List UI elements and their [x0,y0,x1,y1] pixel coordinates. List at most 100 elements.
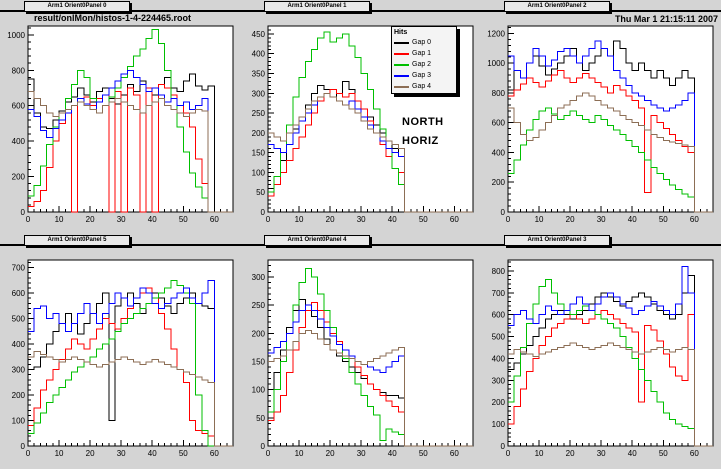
pad-arm1-orient0-panel-5[interactable]: 0 10 20 30 40 50 60 0 100 200 300 400 500 600 700 Arm1… [0,234,240,469]
svg-text:300: 300 [252,273,266,282]
svg-text:200: 200 [12,391,26,400]
svg-text:20: 20 [566,449,575,458]
svg-text:30: 30 [597,215,606,224]
svg-text:500: 500 [12,315,26,324]
series-path-gap-1 [28,287,233,447]
svg-text:0: 0 [21,208,26,217]
histogram-frame [27,259,234,447]
canvas-timestamp: Thu Mar 1 21:15:11 2007 [614,14,718,24]
series-path-gap-4 [28,91,233,213]
legend-entry-gap-2: Gap 2 [394,59,454,70]
series-path-gap-4 [268,92,473,213]
svg-text:700: 700 [492,289,506,298]
svg-text:1000: 1000 [7,31,25,40]
svg-text:50: 50 [419,449,428,458]
legend-entry-gap-1: Gap 1 [394,48,454,59]
series-path-gap-4 [268,329,473,447]
series-path-gap-1 [28,83,233,213]
histogram-frame [27,25,234,213]
svg-text:20: 20 [566,215,575,224]
svg-text:600: 600 [12,289,26,298]
pad-arm1-orient0-panel-0[interactable]: 0 10 20 30 40 50 60 0 200 400 600 800 1000 Arm1 Orie… [0,0,240,234]
svg-text:40: 40 [628,215,637,224]
axis-tick-labels: 0 10 20 30 40 50 60 0 50 100 150 200 250 300 [252,273,460,458]
svg-text:0: 0 [261,442,266,451]
series-path-gap-3 [508,266,713,447]
svg-text:200: 200 [492,398,506,407]
series-path-gap-4 [508,342,713,447]
svg-text:400: 400 [12,340,26,349]
svg-text:10: 10 [535,215,544,224]
legend-label-gap-1: Gap 1 [412,50,432,57]
svg-text:10: 10 [535,449,544,458]
svg-text:300: 300 [12,366,26,375]
pad-title-panel-0[interactable]: Arm1 Orient0Panel 0 [24,1,130,12]
svg-text:400: 400 [12,137,26,146]
svg-text:60: 60 [690,449,699,458]
svg-text:20: 20 [326,449,335,458]
legend-entry-gap-0: Gap 0 [394,37,454,48]
pad-arm1-orient0-panel-3[interactable]: 0 10 20 30 40 50 60 0 100 200 300 400 500 600 700 800 A… [480,234,721,469]
svg-text:0: 0 [501,208,506,217]
series-path-gap-2 [508,107,713,213]
series-path-gap-1 [508,70,713,213]
svg-text:60: 60 [450,449,459,458]
svg-text:450: 450 [252,30,266,39]
svg-text:300: 300 [252,89,266,98]
legend-label-gap-3: Gap 3 [412,72,432,79]
series-path-gap-4 [508,92,713,213]
legend-label-gap-0: Gap 0 [412,39,432,46]
pad-title-panel-5[interactable]: Arm1 Orient0Panel 5 [24,235,130,246]
annotation-line-horiz: HORIZ [402,135,439,147]
pad-arm1-orient0-panel-1[interactable]: 0 10 20 30 40 50 60 0 50 100 150 200 250 300 350 400 450… [240,0,480,234]
pad-title-panel-3[interactable]: Arm1 Orient0Panel 3 [504,235,610,246]
svg-text:50: 50 [659,449,668,458]
svg-text:0: 0 [266,449,271,458]
svg-text:0: 0 [506,449,511,458]
histogram-panel-4: 0 10 20 30 40 50 60 0 50 100 150 200 250 300 [252,259,474,458]
histogram-frame [507,25,714,213]
series-path-gap-3 [508,40,713,213]
svg-text:60: 60 [210,449,219,458]
svg-text:20: 20 [86,215,95,224]
svg-text:800: 800 [492,267,506,276]
svg-text:40: 40 [628,449,637,458]
legend-label-gap-2: Gap 2 [412,61,432,68]
svg-text:600: 600 [492,311,506,320]
svg-text:350: 350 [252,69,266,78]
svg-text:50: 50 [256,414,265,423]
svg-text:30: 30 [357,449,366,458]
legend-line-swatch-gap-4 [394,85,409,88]
legend-title: Hits [394,29,408,36]
svg-text:60: 60 [210,215,219,224]
svg-text:20: 20 [326,215,335,224]
pad-title-panel-4[interactable]: Arm1 Orient0Panel 4 [264,235,370,246]
legend-line-swatch-gap-2 [394,63,409,66]
legend-box[interactable]: Hits Gap 0 Gap 1 Gap 2 Gap 3 Gap 4 [391,26,457,94]
svg-text:300: 300 [492,376,506,385]
annotation-line-north: NORTH [402,116,444,128]
pad-title-panel-2[interactable]: Arm1 Orient0Panel 2 [504,1,610,12]
svg-text:200: 200 [252,129,266,138]
histogram-frame [507,259,714,447]
svg-text:400: 400 [252,50,266,59]
svg-text:400: 400 [492,354,506,363]
pad-arm1-orient0-panel-4[interactable]: 0 10 20 30 40 50 60 0 50 100 150 200 250 300 Arm1 Ori… [240,234,480,469]
svg-text:50: 50 [179,215,188,224]
svg-text:0: 0 [506,215,511,224]
svg-text:0: 0 [26,215,31,224]
svg-text:0: 0 [26,449,31,458]
svg-text:800: 800 [12,66,26,75]
svg-text:50: 50 [179,449,188,458]
legend-line-swatch-gap-1 [394,52,409,55]
svg-text:50: 50 [419,215,428,224]
svg-text:100: 100 [492,420,506,429]
svg-text:40: 40 [148,449,157,458]
series-path-gap-3 [28,69,233,213]
svg-text:800: 800 [492,89,506,98]
pad-title-panel-1[interactable]: Arm1 Orient0Panel 1 [264,1,370,12]
axis-tick-labels: 0 10 20 30 40 50 60 0 50 100 150 200 250 300 350 400 450 [252,30,460,224]
pad-arm1-orient0-panel-2[interactable]: 0 10 20 30 40 50 60 0 200 400 600 800 1000 1200 Arm1 … [480,0,721,234]
